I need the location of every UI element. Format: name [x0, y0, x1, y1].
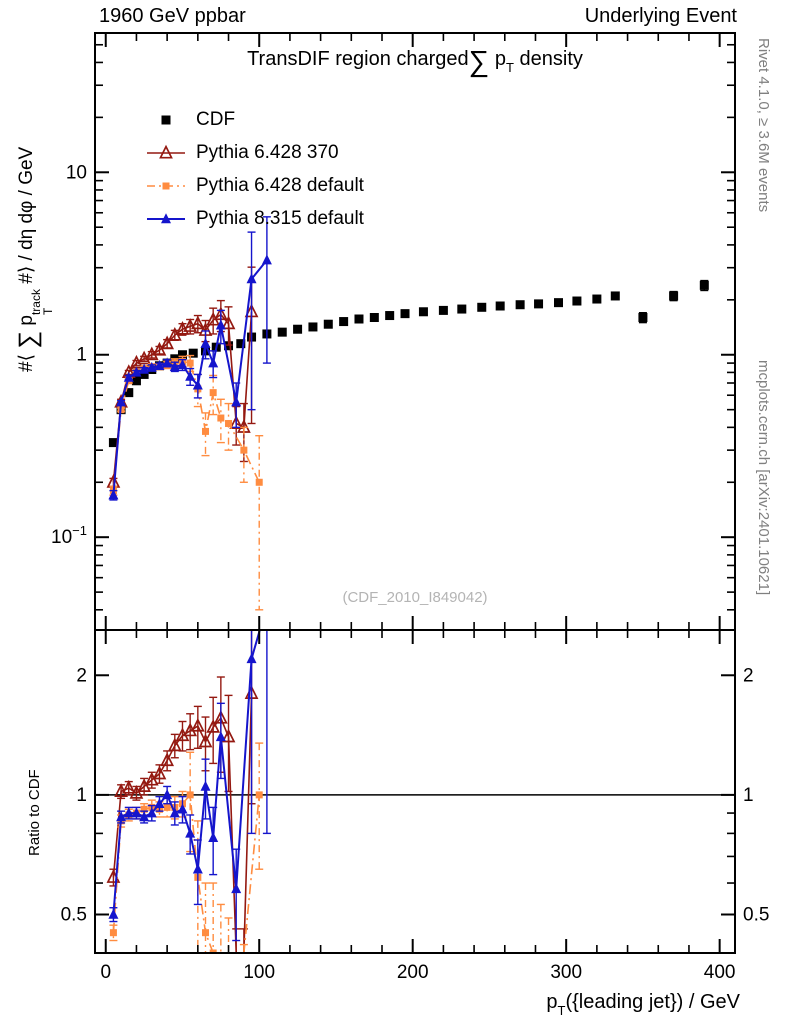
- svg-text:10: 10: [66, 162, 87, 183]
- x-label-sub: T: [557, 1003, 566, 1018]
- beam-energy-label: 1960 GeV ppbar: [99, 5, 246, 27]
- plot-title-suffix: density: [519, 48, 583, 70]
- x-axis-label: pT({leading jet}) / GeV: [546, 991, 740, 1018]
- svg-text:0: 0: [100, 962, 111, 983]
- main-series-py6-370: [106, 266, 259, 488]
- y-axis-label: #⟨ ∑ p track T #⟩ / dη dφ / GeV: [14, 146, 55, 372]
- ratio-series-py6-370: [106, 630, 259, 953]
- legend-entry-py6-370: Pythia 6.428 370: [146, 136, 364, 169]
- legend-label-py6-def: Pythia 6.428 default: [196, 174, 364, 196]
- y-label-sup: track: [28, 289, 43, 316]
- main-series-cdf: [108, 279, 709, 448]
- y-label-p: p: [16, 315, 37, 326]
- ratio-axis-label: Ratio to CDF: [26, 769, 43, 856]
- sum-symbol: ∑: [468, 46, 490, 78]
- y-label-suffix: #⟩ / dη dφ / GeV: [16, 146, 37, 284]
- svg-text:1: 1: [76, 785, 87, 806]
- rivet-version-note: Rivet 4.1.0, ≥ 3.6M events: [755, 38, 772, 213]
- legend-marker-cdf: [161, 115, 171, 124]
- svg-text:0.5: 0.5: [743, 904, 769, 925]
- svg-text:1: 1: [743, 785, 754, 806]
- legend: CDF Pythia 6.428 370 Pythia 6.428 default P…: [146, 103, 364, 235]
- x-label-p: p: [546, 991, 558, 1013]
- axes-frame: [94, 32, 736, 954]
- svg-text:300: 300: [550, 962, 582, 983]
- plot-title: TransDIF region charged∑ pT density: [95, 46, 735, 79]
- x-label-suffix: ({leading jet}) / GeV: [565, 991, 740, 1013]
- legend-entry-py6-def: Pythia 6.428 default: [146, 169, 364, 202]
- plot-title-p: p: [494, 48, 507, 70]
- svg-text:0.5: 0.5: [61, 904, 87, 925]
- legend-marker-py8-def: [147, 212, 185, 223]
- svg-text:200: 200: [397, 962, 429, 983]
- svg-text:10−1: 10−1: [51, 523, 87, 548]
- y-label-sub: T: [40, 307, 55, 316]
- plot-title-sub: T: [506, 60, 514, 75]
- legend-entry-py8-def: Pythia 8.315 default: [146, 202, 364, 235]
- legend-marker-py6-370: [147, 144, 185, 159]
- analysis-id-watermark: (CDF_2010_I849042): [342, 589, 488, 606]
- legend-label-py8-def: Pythia 8.315 default: [196, 207, 364, 229]
- legend-marker-py6-def: [147, 182, 185, 189]
- mcplots-reference-note: mcplots.cern.ch [arXiv:2401.10621]: [755, 360, 772, 596]
- tick-labels: 0 100 200 300 400 10−1 1 10 0.5 0.5 1 1 2 2: [51, 162, 769, 983]
- svg-text:2: 2: [743, 665, 754, 686]
- y-label-scripts: track T: [28, 289, 55, 316]
- legend-label-py6-370: Pythia 6.428 370: [196, 141, 339, 163]
- sum-symbol: ∑: [14, 330, 42, 349]
- ratio-series-py8-def: [108, 630, 271, 942]
- svg-text:100: 100: [243, 962, 275, 983]
- y-label-prefix: #⟨: [16, 354, 37, 372]
- analysis-group-label: Underlying Event: [584, 5, 737, 27]
- plot-title-prefix: TransDIF region charged: [247, 48, 469, 70]
- svg-text:400: 400: [704, 962, 736, 983]
- svg-text:1: 1: [76, 345, 87, 366]
- main-series-py8-def: [108, 216, 272, 501]
- legend-label-cdf: CDF: [196, 108, 236, 130]
- legend-entry-cdf: CDF: [146, 103, 364, 136]
- svg-text:2: 2: [76, 665, 87, 686]
